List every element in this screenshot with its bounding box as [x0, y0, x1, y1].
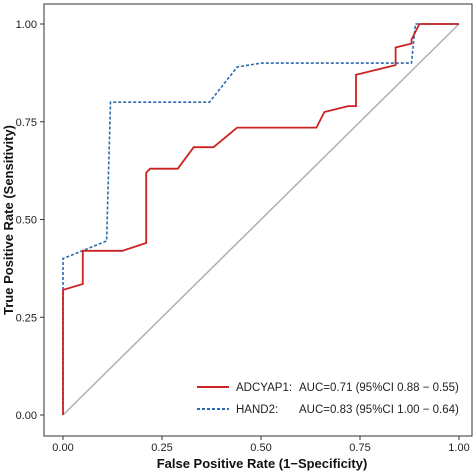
legend-auc-hand2: AUC=0.83 (95%CI 1.00 − 0.64) [299, 404, 459, 416]
y-axis-title: True Positive Rate (Sensitivity) [1, 125, 16, 315]
y-tick-label: 0.00 [16, 410, 37, 422]
x-tick-label: 1.00 [448, 442, 469, 454]
legend-auc-adcyap1: AUC=0.71 (95%CI 0.88 − 0.55) [299, 382, 459, 394]
x-tick-label: 0.25 [151, 442, 172, 454]
legend: ADCYAP1: AUC=0.71 (95%CI 0.88 − 0.55) HA… [197, 382, 459, 416]
series-line-hand2 [62, 23, 459, 415]
series-group [62, 23, 460, 416]
legend-label-hand2: HAND2: [236, 404, 278, 416]
x-axis-title: False Positive Rate (1−Specificity) [157, 456, 368, 471]
y-tick-label: 0.50 [16, 215, 37, 227]
x-tick-label: 0.00 [52, 442, 73, 454]
reference-diagonal-line [62, 23, 460, 416]
y-tick-label: 0.75 [16, 117, 37, 129]
axes-ticks-group: 0.00 0.25 0.50 0.75 1.00 0.00 0.25 0.50 0.75 1.00 [16, 19, 470, 454]
x-tick-label: 0.50 [250, 442, 271, 454]
y-tick-label: 1.00 [16, 19, 37, 31]
series-line-adcyap1 [62, 23, 459, 415]
legend-label-adcyap1: ADCYAP1: [236, 382, 292, 394]
x-tick-label: 0.75 [349, 442, 370, 454]
y-tick-label: 0.25 [16, 312, 37, 324]
